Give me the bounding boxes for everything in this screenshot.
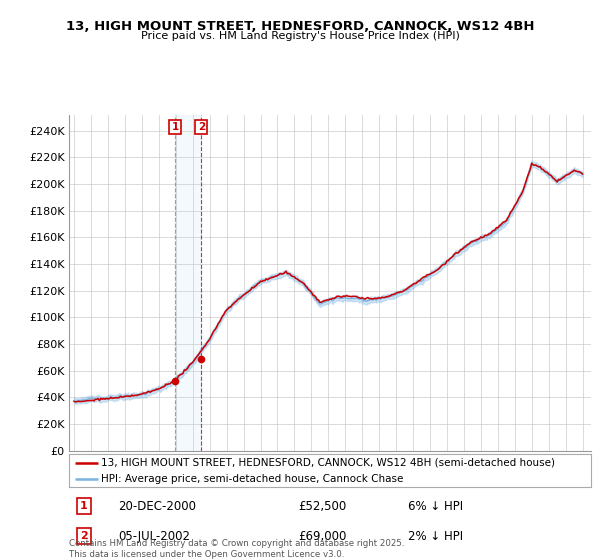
Text: 05-JUL-2002: 05-JUL-2002 <box>119 530 191 543</box>
Bar <box>175 115 202 451</box>
Text: 20-DEC-2000: 20-DEC-2000 <box>119 500 197 512</box>
Text: 2: 2 <box>198 122 205 132</box>
Text: 2: 2 <box>80 531 88 542</box>
Text: £69,000: £69,000 <box>299 530 347 543</box>
Text: HPI: Average price, semi-detached house, Cannock Chase: HPI: Average price, semi-detached house,… <box>101 474 404 484</box>
Text: 13, HIGH MOUNT STREET, HEDNESFORD, CANNOCK, WS12 4BH: 13, HIGH MOUNT STREET, HEDNESFORD, CANNO… <box>66 20 534 32</box>
Text: 6% ↓ HPI: 6% ↓ HPI <box>409 500 463 512</box>
Text: 13, HIGH MOUNT STREET, HEDNESFORD, CANNOCK, WS12 4BH (semi-detached house): 13, HIGH MOUNT STREET, HEDNESFORD, CANNO… <box>101 458 556 468</box>
Text: Price paid vs. HM Land Registry's House Price Index (HPI): Price paid vs. HM Land Registry's House … <box>140 31 460 41</box>
Text: 1: 1 <box>172 122 179 132</box>
Text: Contains HM Land Registry data © Crown copyright and database right 2025.
This d: Contains HM Land Registry data © Crown c… <box>69 539 404 559</box>
Text: 1: 1 <box>80 501 88 511</box>
Text: £52,500: £52,500 <box>299 500 347 512</box>
Text: 2% ↓ HPI: 2% ↓ HPI <box>409 530 463 543</box>
